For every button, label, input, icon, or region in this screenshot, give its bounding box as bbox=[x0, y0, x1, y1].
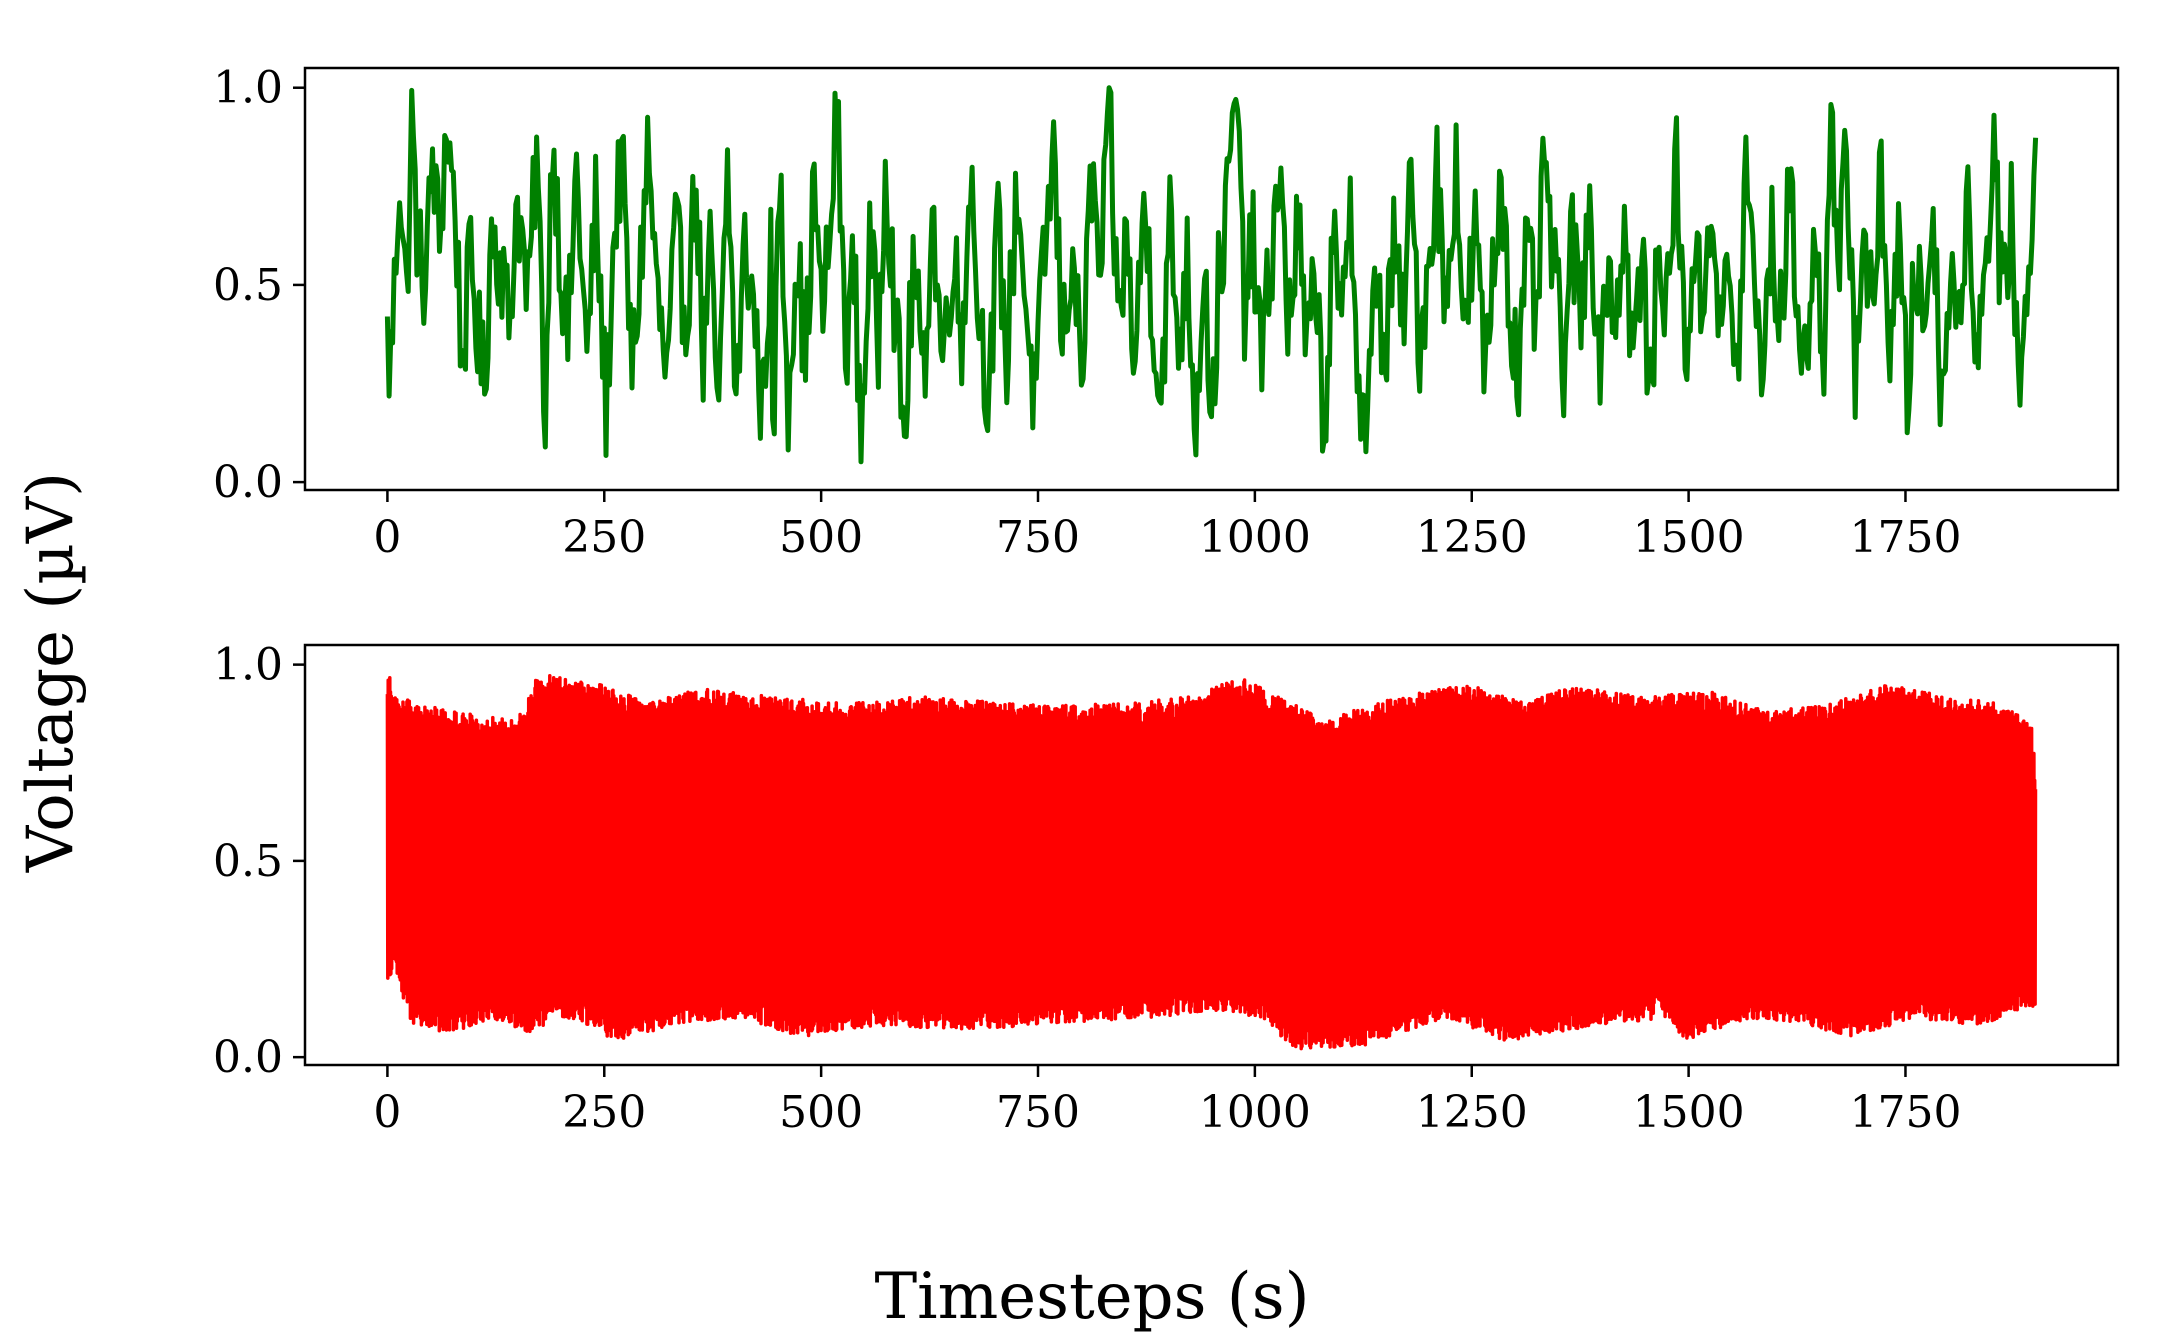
x-tick-label: 1500 bbox=[1633, 512, 1745, 563]
x-tick-label: 500 bbox=[779, 512, 863, 563]
x-tick-label: 1000 bbox=[1199, 512, 1311, 563]
x-tick-label: 750 bbox=[996, 512, 1080, 563]
y-axis-title: Voltage (µV) bbox=[14, 472, 88, 873]
x-tick-label: 250 bbox=[562, 512, 646, 563]
y-tick-label: 1.0 bbox=[213, 63, 283, 114]
bottom-panel: 0 250 500 750 1000 1250 1500 1750 0.0 0.5 1.0 bbox=[213, 640, 2120, 1138]
y-tick-label: 0.5 bbox=[213, 836, 283, 887]
x-tick-label: 1250 bbox=[1416, 512, 1528, 563]
x-tick-label: 250 bbox=[562, 1087, 646, 1138]
x-tick-label: 500 bbox=[779, 1087, 863, 1138]
top-panel-frame bbox=[303, 66, 2120, 492]
y-tick-label: 0.0 bbox=[213, 457, 283, 508]
y-tick-label: 0.5 bbox=[213, 260, 283, 311]
x-tick-label: 1750 bbox=[1849, 1087, 1961, 1138]
x-axis-title: Timesteps (s) bbox=[874, 1260, 1309, 1334]
y-tick-label: 0.0 bbox=[213, 1032, 283, 1083]
x-tick-label: 0 bbox=[373, 1087, 401, 1138]
top-panel: 0 250 500 750 1000 1250 1500 1750 0.0 0.5 1.0 bbox=[213, 63, 2120, 563]
y-tick-label: 1.0 bbox=[213, 640, 283, 691]
red-series-line bbox=[385, 673, 2038, 1051]
x-tick-label: 1750 bbox=[1849, 512, 1961, 563]
bottom-panel-frame bbox=[303, 643, 2120, 1067]
x-tick-label: 1250 bbox=[1416, 1087, 1528, 1138]
x-tick-label: 750 bbox=[996, 1087, 1080, 1138]
x-tick-label: 0 bbox=[373, 512, 401, 563]
green-series-line bbox=[384, 85, 2039, 465]
x-tick-label: 1500 bbox=[1633, 1087, 1745, 1138]
x-tick-label: 1000 bbox=[1199, 1087, 1311, 1138]
